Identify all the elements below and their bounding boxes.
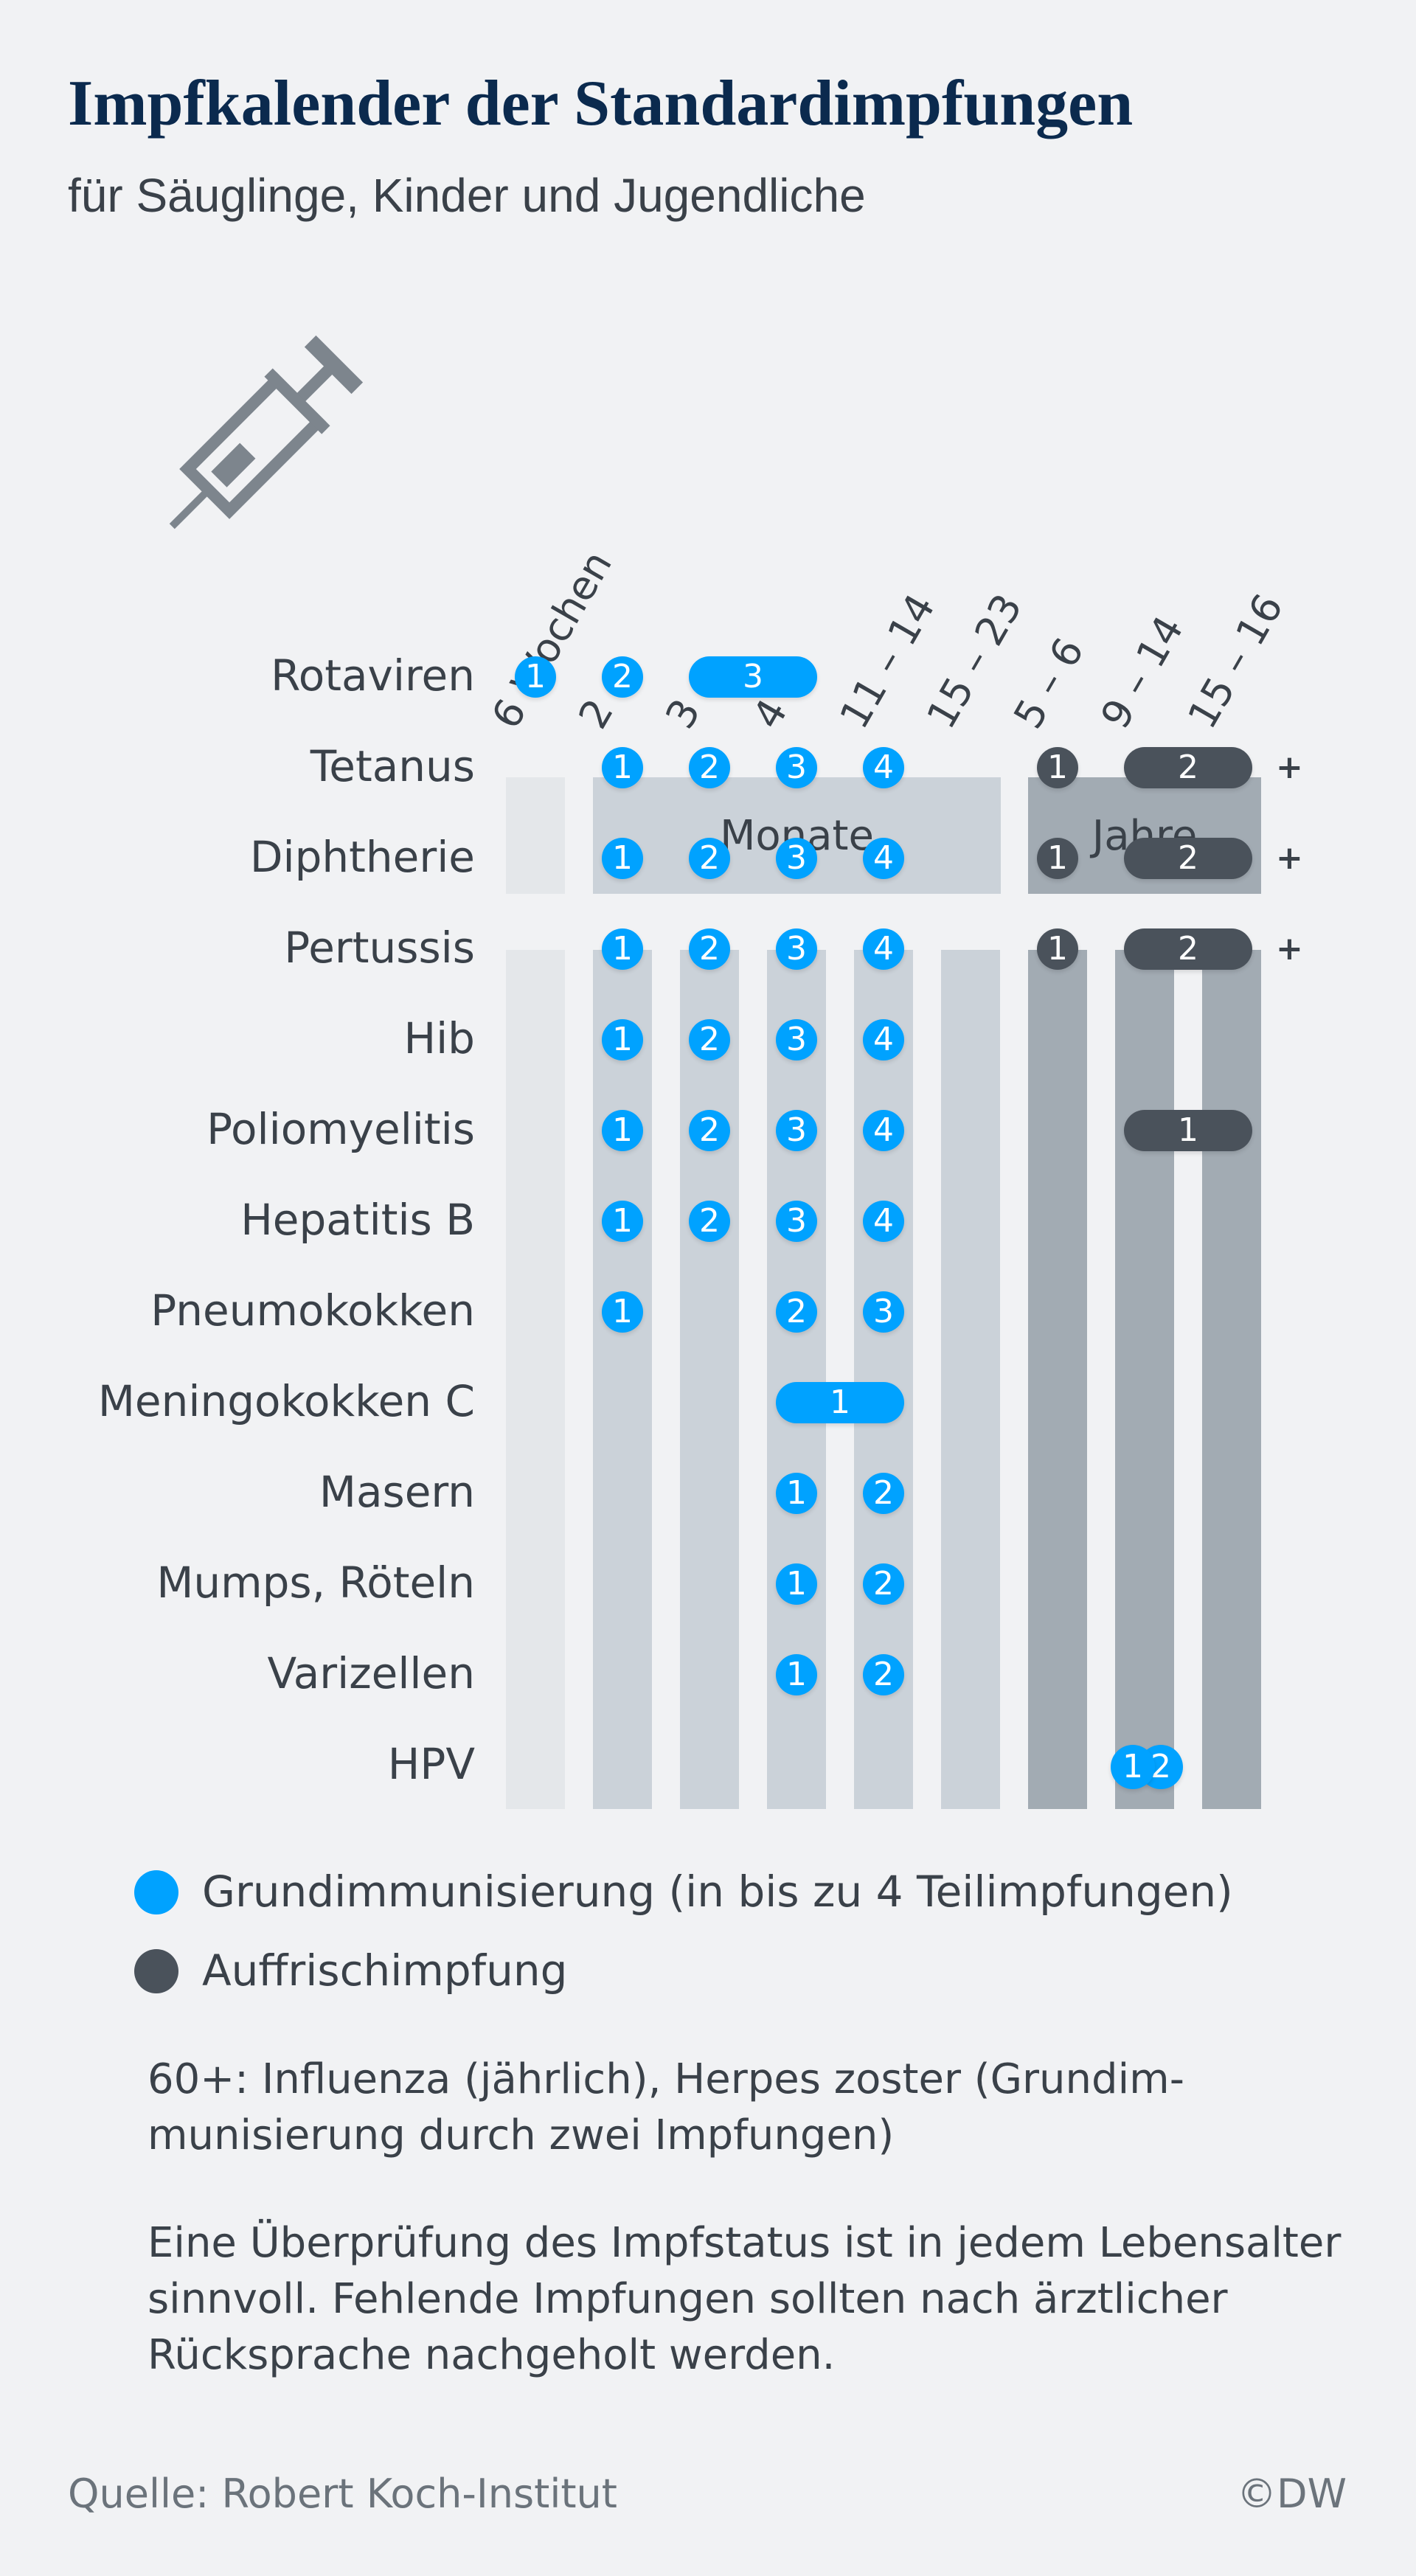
- primary-dose-badge: 2: [776, 1291, 817, 1333]
- row-label: HPV: [387, 1739, 475, 1789]
- primary-dose-badge: 4: [863, 838, 904, 879]
- legend-primary-dot: [134, 1870, 178, 1914]
- primary-dose-badge: 4: [863, 1019, 904, 1060]
- row-label: Poliomyelitis: [206, 1104, 475, 1154]
- row-label: Rotaviren: [271, 650, 475, 701]
- primary-dose-badge: 3: [863, 1291, 904, 1333]
- primary-dose-badge: 2: [863, 1563, 904, 1605]
- primary-dose-badge: 3: [776, 1201, 817, 1242]
- primary-dose-badge: 2: [863, 1654, 904, 1695]
- legend-booster-label: Auffrischimpfung: [202, 1945, 568, 1996]
- column-bar: [1028, 950, 1087, 1809]
- primary-dose-badge: 1: [602, 1110, 643, 1151]
- primary-dose-badge: 1: [1111, 1745, 1155, 1789]
- column-bar: [680, 950, 739, 1809]
- primary-dose-badge: 1: [776, 1563, 817, 1605]
- row-label: Varizellen: [267, 1648, 475, 1698]
- column-header: 9 – 14: [1092, 608, 1193, 737]
- primary-dose-badge: 3: [776, 747, 817, 788]
- column-bar: [1202, 950, 1261, 1809]
- primary-dose-badge: 2: [689, 928, 730, 970]
- booster-dose-badge: 2: [1124, 928, 1252, 970]
- booster-dose-badge: 1: [1037, 747, 1078, 788]
- row-label: Hib: [403, 1013, 475, 1063]
- primary-dose-badge: 4: [863, 928, 904, 970]
- continue-plus: +: [1276, 930, 1303, 968]
- syringe-icon: [169, 335, 364, 530]
- credit: ©DW: [1237, 2471, 1347, 2517]
- column-header: 3: [656, 691, 710, 737]
- column-header: 15 – 16: [1179, 586, 1293, 737]
- primary-dose-badge: 4: [863, 747, 904, 788]
- primary-dose-badge: 3: [776, 1019, 817, 1060]
- primary-dose-badge: 1: [602, 928, 643, 970]
- primary-dose-badge: 1: [602, 1291, 643, 1333]
- primary-dose-badge: 3: [776, 838, 817, 879]
- booster-dose-badge: 1: [1037, 928, 1078, 970]
- primary-dose-badge: 1: [776, 1382, 904, 1423]
- column-header: 2: [569, 691, 623, 737]
- row-label: Meningokokken C: [97, 1376, 475, 1426]
- primary-dose-badge: 2: [602, 656, 643, 698]
- primary-dose-badge: 2: [689, 1019, 730, 1060]
- primary-dose-badge: 4: [863, 1110, 904, 1151]
- primary-dose-badge: 1: [602, 747, 643, 788]
- weeks-band: [506, 777, 565, 894]
- row-label: Pertussis: [284, 923, 475, 973]
- column-header: 4: [743, 691, 797, 737]
- column-bar: [593, 950, 652, 1809]
- note-seniors: 60+: Influenza (jährlich), Herpes zoster…: [148, 2055, 1184, 2159]
- primary-dose-badge: 1: [515, 656, 556, 698]
- row-label: Mumps, Röteln: [156, 1558, 475, 1608]
- row-label: Pneumokokken: [150, 1285, 475, 1336]
- primary-dose-badge: 1: [602, 1019, 643, 1060]
- primary-dose-badge: 2: [863, 1473, 904, 1514]
- primary-dose-badge: 2: [689, 838, 730, 879]
- page-subtitle: für Säuglinge, Kinder und Jugendliche: [68, 169, 866, 222]
- legend-booster-dot: [134, 1949, 178, 1993]
- row-label: Diphtherie: [249, 832, 475, 882]
- primary-dose-badge: 1: [602, 1201, 643, 1242]
- row-label: Tetanus: [310, 741, 475, 791]
- page-title: Impfkalender der Standardimpfungen: [68, 68, 1134, 139]
- source: Quelle: Robert Koch-Institut: [68, 2471, 617, 2517]
- row-label: Masern: [319, 1467, 475, 1517]
- note-check: Eine Überprüfung des Impfstatus ist in j…: [148, 2219, 1342, 2379]
- primary-dose-badge: 1: [602, 838, 643, 879]
- booster-dose-badge: 2: [1124, 838, 1252, 879]
- booster-dose-badge: 1: [1124, 1110, 1252, 1151]
- booster-dose-badge: 1: [1037, 838, 1078, 879]
- column-header: 5 – 6: [1004, 630, 1093, 737]
- primary-dose-badge: 3: [776, 1110, 817, 1151]
- primary-dose-badge: 1: [776, 1473, 817, 1514]
- primary-dose-badge: 3: [776, 928, 817, 970]
- primary-dose-badge: 4: [863, 1201, 904, 1242]
- primary-dose-badge: 2: [689, 1110, 730, 1151]
- primary-dose-badge: 2: [689, 1201, 730, 1242]
- column-bar: [1115, 950, 1174, 1809]
- primary-dose-badge: 2: [689, 747, 730, 788]
- primary-dose-badge: 1: [776, 1654, 817, 1695]
- row-label: Hepatitis B: [240, 1195, 475, 1245]
- column-bar: [506, 950, 565, 1809]
- continue-plus: +: [1276, 839, 1303, 877]
- booster-dose-badge: 2: [1124, 747, 1252, 788]
- continue-plus: +: [1276, 749, 1303, 786]
- legend-primary-label: Grundimmunisierung (in bis zu 4 Teilimpf…: [202, 1867, 1233, 1917]
- primary-dose-badge: 3: [689, 656, 817, 698]
- column-bar: [941, 950, 1000, 1809]
